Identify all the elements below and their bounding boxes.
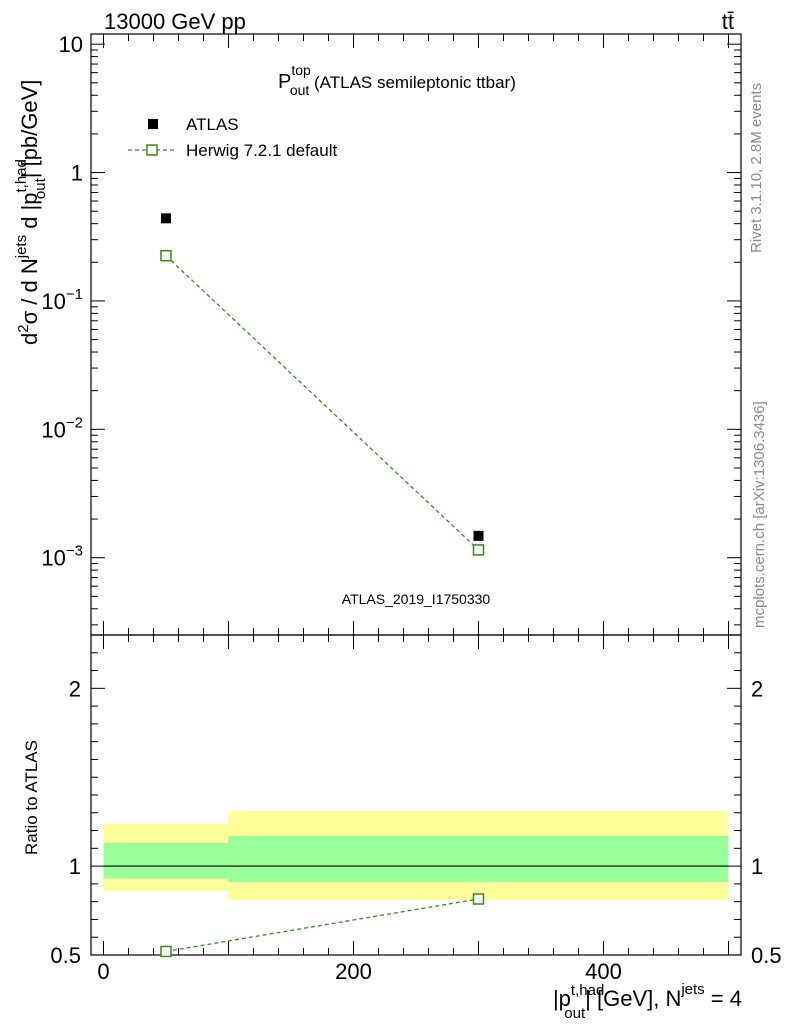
xlabel-b-sup: jets (680, 981, 704, 998)
ratio-y-tick-label-right: 0.5 (751, 943, 782, 968)
ratio-y-tick-label-right: 1 (751, 854, 763, 879)
ratio-uncertainty-band-inner (103, 843, 229, 879)
ylabel-c-sup: t,had (13, 159, 30, 192)
rivet-version-label: Rivet 3.1.10, 2.8M events (748, 83, 765, 253)
herwig-ratio-line (165, 898, 479, 953)
xlabel-sub: out (564, 1005, 586, 1022)
title-sup: top (291, 62, 311, 78)
tick-exponent: −2 (66, 414, 83, 431)
herwig-main-line (165, 255, 479, 551)
ratio-y-tick-label-left: 0.5 (50, 943, 81, 968)
ratio-y-tick-label-left: 2 (69, 676, 81, 701)
tick-mantissa: 10 (41, 417, 65, 442)
ratio-uncertainty-band-inner (228, 835, 729, 883)
ylabel-d: | [pb/GeV] (17, 80, 42, 179)
main-plot-title: Ptop out (ATLAS semileptonic ttbar) (278, 62, 516, 98)
x-tick-label: 200 (335, 959, 372, 984)
ylabel-a-sup: 2 (15, 324, 32, 332)
legend-herwig-label: Herwig 7.2.1 default (186, 141, 337, 160)
energy-label: 13000 GeV pp (104, 9, 246, 34)
tick-exponent: −3 (66, 543, 83, 560)
x-axis-label: |pt,had out| [GeV], Njets = 4 (553, 981, 742, 1022)
atlas-data-point (473, 530, 484, 541)
tick-exponent: −1 (66, 286, 83, 303)
title-main: P (278, 71, 291, 93)
xlabel-a: |p (553, 986, 571, 1011)
ratio-y-tick-label-left: 1 (69, 854, 81, 879)
ylabel-c-sub: out (32, 177, 49, 199)
herwig-main-point (472, 544, 485, 556)
tick-mantissa: 10 (41, 546, 65, 571)
main-y-tick-label: 10−1 (41, 286, 83, 314)
legend-atlas-marker (148, 119, 158, 129)
xlabel-sup: t,had (571, 982, 604, 999)
main-y-axis-label: d2σ / d Njets d |pt,had out| [pb/GeV] (13, 80, 49, 345)
legend-herwig-marker (146, 144, 158, 156)
x-tick-label: 400 (585, 959, 622, 984)
legend-atlas-label: ATLAS (186, 115, 239, 134)
ylabel-b-sup: jets (13, 235, 30, 259)
main-y-tick-label: 10 (59, 32, 83, 57)
herwig-ratio-point (472, 893, 485, 905)
herwig-ratio-point (160, 945, 172, 958)
xlabel-c: = 4 (705, 986, 742, 1011)
ratio-y-axis-label: Ratio to ATLAS (22, 740, 41, 855)
process-label: tt̄ (722, 9, 734, 34)
main-y-tick-label: 10−3 (41, 543, 83, 571)
ylabel-b: σ / d N (17, 258, 42, 324)
x-tick-label: 0 (97, 959, 109, 984)
atlas-data-point (161, 213, 171, 224)
ratio-y-tick-label-right: 2 (751, 676, 763, 701)
xlabel-b: | [GeV], N (585, 986, 681, 1011)
title-sub: out (290, 82, 310, 98)
main-y-tick-label: 1 (71, 161, 83, 186)
ylabel-c: d |p (17, 192, 42, 234)
mcplots-reference-label: mcplots.cern.ch [arXiv:1306.3436] (751, 401, 768, 628)
ratio-plot-frame (90, 634, 742, 956)
ylabel-a: d (17, 333, 42, 345)
analysis-watermark: ATLAS_2019_I1750330 (342, 591, 491, 607)
tick-mantissa: 10 (41, 289, 65, 314)
main-y-tick-label: 10−2 (41, 414, 83, 442)
title-rest: (ATLAS semileptonic ttbar) (309, 73, 516, 92)
herwig-main-point (160, 249, 172, 262)
